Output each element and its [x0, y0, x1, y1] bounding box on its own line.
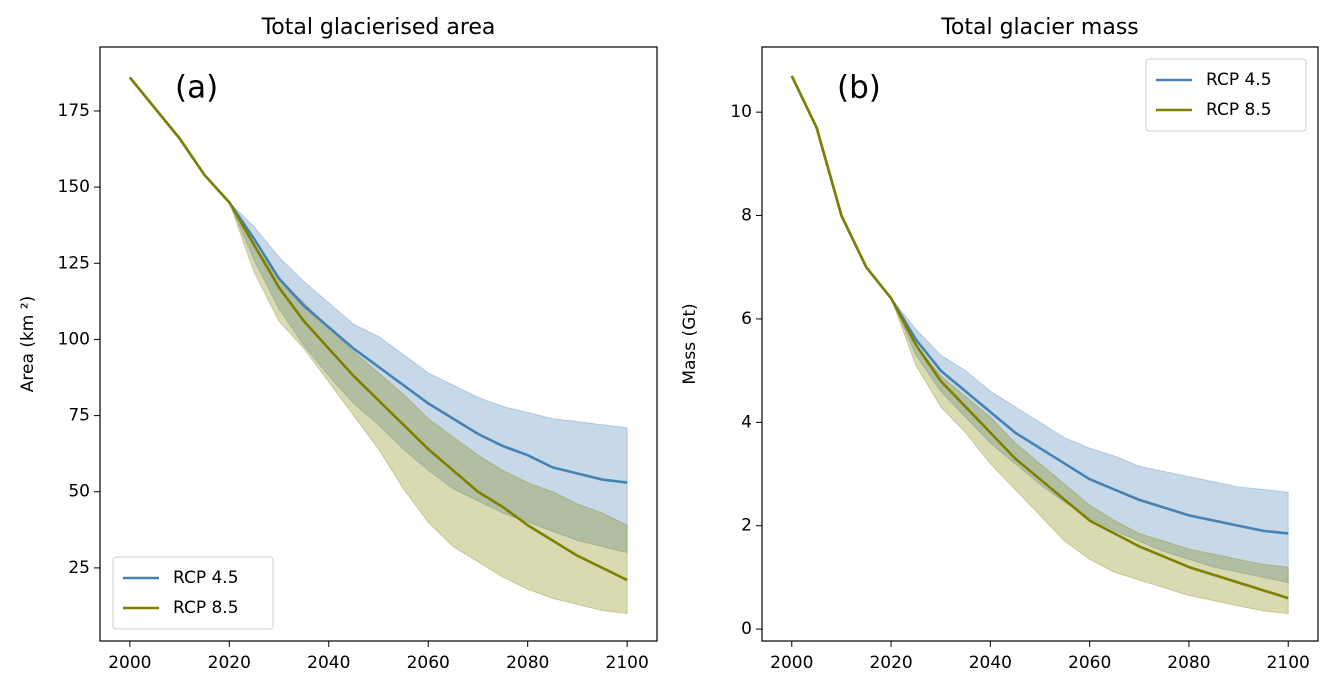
legend-box — [112, 556, 274, 630]
x-tick-label: 2060 — [1068, 653, 1111, 673]
y-tick-label: 100 — [58, 329, 90, 349]
y-tick-label: 0 — [741, 619, 752, 639]
x-tick-label: 2080 — [506, 653, 549, 673]
uncertainty-band — [228, 202, 628, 615]
x-tick-label: 2000 — [108, 653, 151, 673]
y-axis-label: Mass (Gt) — [680, 303, 700, 384]
series-line — [128, 76, 628, 582]
legend-box — [1145, 58, 1307, 132]
y-tick-label: 10 — [730, 102, 752, 122]
series-line — [790, 75, 1289, 600]
uncertainty-band — [890, 297, 1289, 584]
x-tick-label: 2100 — [606, 653, 649, 673]
x-tick-label: 2040 — [969, 653, 1012, 673]
x-tick-label: 2100 — [1267, 653, 1310, 673]
x-tick-label: 2040 — [307, 653, 350, 673]
y-tick-label: 75 — [68, 406, 90, 426]
uncertainty-band — [890, 298, 1289, 615]
plot-frame — [761, 46, 1319, 642]
y-tick-label: 4 — [741, 412, 752, 432]
x-tick-label: 2060 — [407, 653, 450, 673]
legend-label: RCP 8.5 — [1206, 100, 1272, 120]
panel-label: (b) — [837, 70, 881, 106]
chart-title: Total glacierised area — [261, 15, 496, 40]
plot-frame — [99, 46, 658, 642]
chart-title: Total glacier mass — [940, 15, 1139, 40]
uncertainty-band — [228, 201, 628, 554]
panel-label: (a) — [175, 70, 218, 106]
y-tick-label: 50 — [68, 482, 90, 502]
y-tick-label: 125 — [58, 253, 90, 273]
y-tick-label: 150 — [58, 177, 90, 197]
x-tick-label: 2080 — [1167, 653, 1210, 673]
x-tick-label: 2020 — [869, 653, 912, 673]
y-tick-label: 6 — [741, 309, 752, 329]
x-tick-label: 2020 — [208, 653, 251, 673]
y-tick-label: 175 — [58, 101, 90, 121]
legend-label: RCP 4.5 — [1206, 70, 1272, 90]
x-tick-label: 2000 — [770, 653, 813, 673]
y-tick-label: 8 — [741, 206, 752, 226]
y-axis-label: Area (km ²) — [18, 296, 38, 392]
y-tick-label: 2 — [741, 516, 752, 536]
legend-label: RCP 4.5 — [173, 568, 239, 588]
legend-label: RCP 8.5 — [173, 598, 239, 618]
y-tick-label: 25 — [68, 558, 90, 578]
